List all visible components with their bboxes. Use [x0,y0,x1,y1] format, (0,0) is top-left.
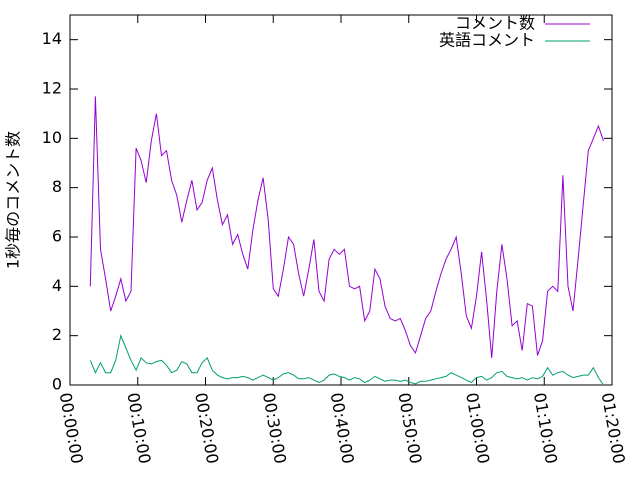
y-axis-label: 1秒毎のコメント数 [4,131,23,269]
y-tick-label: 10 [42,128,62,147]
x-tick-label: 01:10:00 [530,391,561,465]
y-tick-label: 2 [52,325,62,344]
x-tick-label: 00:30:00 [259,391,290,465]
legend-label: コメント数 [455,14,535,33]
y-tick-label: 8 [52,177,62,196]
x-tick-label: 00:20:00 [191,391,222,465]
plot-frame [69,14,613,386]
x-tick-label: 00:10:00 [123,391,154,465]
x-tick-label: 01:20:00 [598,391,629,465]
y-tick-label: 6 [52,227,62,246]
legend-label: 英語コメント [439,31,535,50]
data-line [89,96,604,358]
y-tick-label: 4 [52,276,62,295]
x-tick-label: 00:50:00 [394,391,425,465]
y-tick-label: 14 [42,29,62,48]
x-tick-label: 00:40:00 [327,391,358,465]
y-tick-label: 12 [42,79,62,98]
x-tick-label: 00:00:00 [56,391,87,465]
data-line [89,334,604,386]
x-tick-label: 01:00:00 [462,391,493,465]
y-tick-label: 0 [52,375,62,394]
